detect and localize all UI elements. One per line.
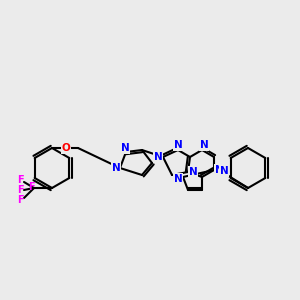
Text: N: N bbox=[200, 140, 208, 150]
Text: F: F bbox=[17, 185, 23, 195]
Text: N: N bbox=[154, 152, 162, 162]
Text: N: N bbox=[220, 166, 228, 176]
Text: N: N bbox=[189, 167, 197, 177]
Text: F: F bbox=[17, 175, 23, 185]
Text: N: N bbox=[214, 165, 224, 175]
Text: O: O bbox=[61, 143, 70, 153]
Text: N: N bbox=[112, 163, 120, 173]
Text: N: N bbox=[121, 143, 129, 153]
Text: N: N bbox=[174, 140, 182, 150]
Text: N: N bbox=[174, 174, 182, 184]
Text: F: F bbox=[17, 195, 23, 205]
Text: F: F bbox=[28, 182, 34, 192]
